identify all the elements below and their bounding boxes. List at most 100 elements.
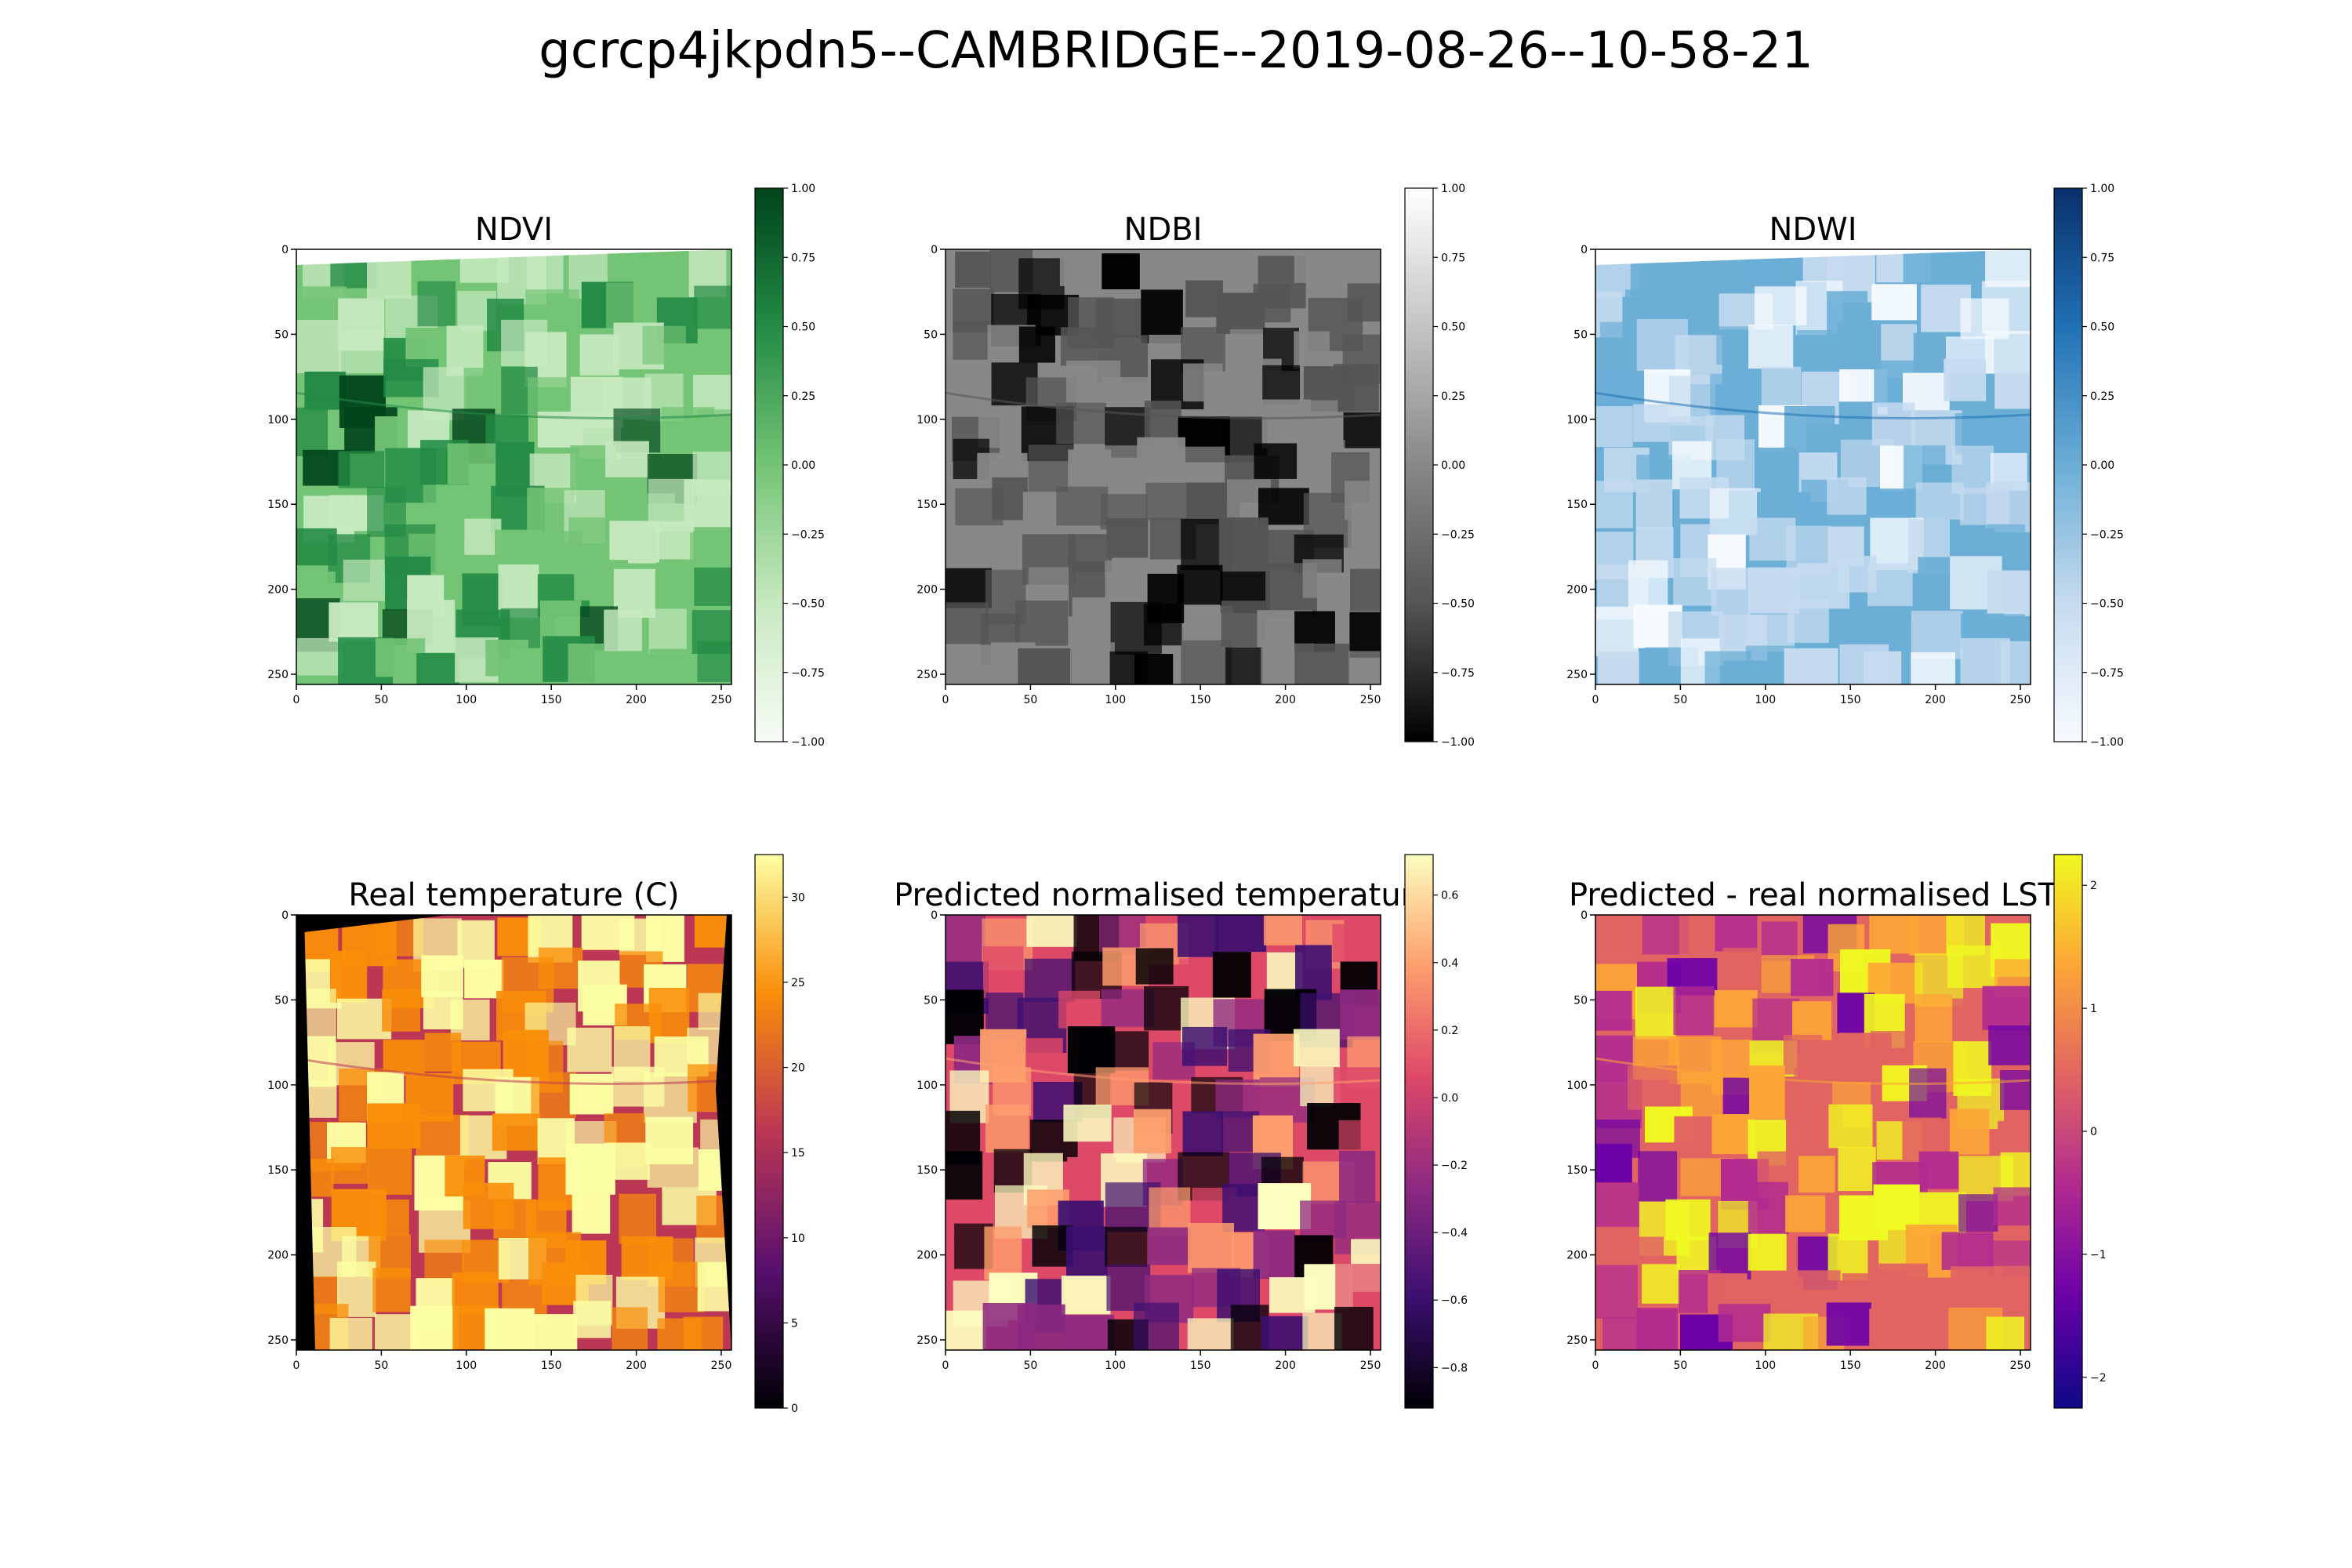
y-tick-label: 100 <box>267 1080 289 1092</box>
colorbar-tick-label: −0.50 <box>1441 598 1475 611</box>
heatmap-patch <box>1335 1264 1381 1316</box>
heatmap-patch <box>296 320 342 374</box>
heatmap-patch <box>1988 1025 2031 1065</box>
heatmap-patch <box>1628 560 1668 608</box>
x-tick-label: 100 <box>456 694 477 706</box>
x-tick-label: 50 <box>1673 694 1687 706</box>
heatmap-patch <box>1783 1034 1823 1075</box>
x-tick-label: 150 <box>1840 694 1861 706</box>
x-tick-label: 250 <box>2010 1359 2031 1372</box>
x-tick-label: 50 <box>1023 694 1037 706</box>
heatmap-patch <box>1871 402 1915 446</box>
heatmap-patch <box>328 602 379 642</box>
heatmap-patch <box>1911 610 1963 659</box>
panel-title: Predicted - real normalised LST <box>1569 877 2058 913</box>
heatmap-patch <box>416 653 459 684</box>
y-tick-label: 250 <box>916 1334 938 1347</box>
x-tick-label: 150 <box>541 1359 562 1372</box>
x-tick-label: 200 <box>1925 694 1946 706</box>
heatmap-patch <box>1143 604 1182 646</box>
heatmap-patch <box>417 281 456 327</box>
road-line <box>296 1057 731 1085</box>
heatmap-patch <box>369 1200 409 1236</box>
heatmap-patch <box>1918 1151 1959 1189</box>
heatmap-patch <box>658 1261 705 1312</box>
colorbar-tick-label: −0.75 <box>791 667 825 680</box>
heatmap-patch <box>1212 952 1251 998</box>
x-tick-label: 150 <box>1190 694 1211 706</box>
heatmap-patch <box>296 1080 337 1118</box>
colorbar-tick-label: 2 <box>2090 880 2097 892</box>
heatmap-patch <box>1018 326 1055 363</box>
heatmap-patch <box>609 521 659 564</box>
heatmap-image <box>946 915 1381 1350</box>
heatmap-patch <box>1595 990 1632 1031</box>
y-tick-label: 0 <box>1581 244 1588 256</box>
colorbar-tick-label: 0.75 <box>791 252 815 264</box>
heatmap-patch <box>1026 915 1077 947</box>
heatmap-patch <box>1714 989 1758 1028</box>
heatmap-patch <box>1222 249 1259 301</box>
y-tick-label: 100 <box>267 414 289 426</box>
axes-frame <box>945 914 1381 1351</box>
colorbar-tick-label: −1.00 <box>2090 736 2124 749</box>
heatmap-patch <box>697 1261 731 1312</box>
x-tick-label: 200 <box>626 694 647 706</box>
y-tick-label: 200 <box>916 1250 938 1262</box>
colorbar-tick-label: 15 <box>791 1147 805 1160</box>
colorbar-tick-label: 0.25 <box>2090 390 2114 403</box>
heatmap-patch <box>1748 325 1794 369</box>
colorbar-tick-label: −0.25 <box>2090 528 2124 541</box>
heatmap-patch <box>1018 648 1073 684</box>
heatmap-patch <box>1178 915 1218 957</box>
heatmap-patch <box>1339 1150 1376 1203</box>
heatmap-patch <box>694 285 731 329</box>
colorbar-tick-label: 0.50 <box>791 321 815 334</box>
heatmap-patch <box>1262 365 1301 405</box>
heatmap-patch <box>985 1104 1029 1153</box>
heatmap-patch <box>1941 1232 1994 1270</box>
heatmap-patch <box>382 989 420 1032</box>
colorbar-tick-label: −0.2 <box>1441 1160 1468 1172</box>
heatmap-patch <box>1993 1187 2031 1226</box>
heatmap-patch <box>1225 647 1263 684</box>
heatmap-patch <box>1254 443 1298 479</box>
heatmap-patch <box>1182 1026 1228 1066</box>
heatmap-patch <box>694 567 731 606</box>
heatmap-patch <box>1599 321 1637 366</box>
heatmap-patch <box>1869 1308 1908 1350</box>
heatmap-patch <box>1718 1304 1771 1342</box>
nodata-top <box>304 915 449 932</box>
y-tick-label: 150 <box>1566 499 1588 511</box>
heatmap-patch <box>2000 1070 2031 1110</box>
y-tick-label: 150 <box>1566 1164 1588 1177</box>
heatmap-patch <box>1300 1065 1341 1106</box>
y-tick-label: 200 <box>267 1250 289 1262</box>
heatmap-patch <box>1761 921 1798 961</box>
heatmap-patch <box>383 1040 425 1076</box>
y-tick-label: 100 <box>1566 1080 1588 1092</box>
colorbar-tick-label: −1.00 <box>1441 736 1475 749</box>
heatmap-patch <box>1595 606 1639 656</box>
colorbar-tick-label: −0.8 <box>1441 1362 1468 1374</box>
y-tick-label: 100 <box>916 414 938 426</box>
heatmap-patch <box>1748 1233 1787 1271</box>
y-tick-label: 100 <box>916 1080 938 1092</box>
x-tick-label: 100 <box>1105 694 1126 706</box>
heatmap-patch <box>1704 651 1751 684</box>
heatmap-patch <box>1947 945 1998 989</box>
heatmap-patch <box>1628 1065 1678 1110</box>
heatmap-patch <box>1032 1225 1073 1267</box>
heatmap-patch <box>1102 253 1140 289</box>
heatmap-patch <box>579 334 619 376</box>
heatmap-patch <box>1253 283 1291 323</box>
heatmap-patch <box>1949 1109 1990 1155</box>
y-tick-label: 50 <box>924 994 938 1007</box>
x-tick-label: 150 <box>541 694 562 706</box>
heatmap-patch <box>648 988 690 1044</box>
heatmap-patch <box>343 559 385 601</box>
colorbar-tick-label: 0.25 <box>791 390 815 403</box>
heatmap-patch <box>1711 568 1751 616</box>
y-tick-label: 250 <box>1566 669 1588 681</box>
